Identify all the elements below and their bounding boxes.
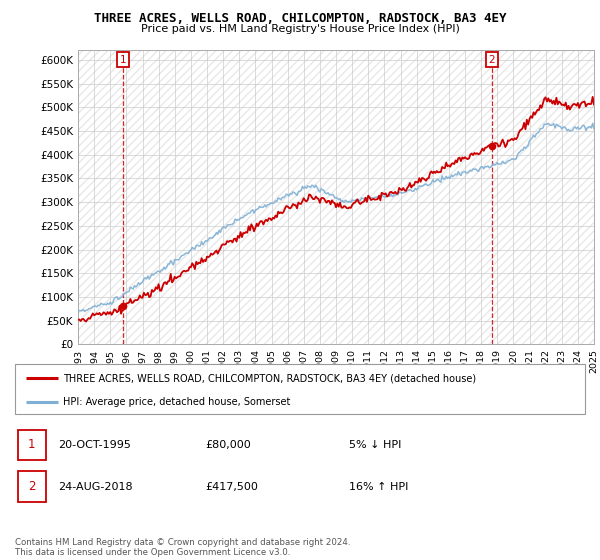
Text: HPI: Average price, detached house, Somerset: HPI: Average price, detached house, Some… [64,397,291,407]
Text: £80,000: £80,000 [205,440,251,450]
Text: £417,500: £417,500 [205,482,258,492]
Text: 2: 2 [28,480,35,493]
Text: 16% ↑ HPI: 16% ↑ HPI [349,482,409,492]
Text: 20-OCT-1995: 20-OCT-1995 [58,440,131,450]
Text: THREE ACRES, WELLS ROAD, CHILCOMPTON, RADSTOCK, BA3 4EY: THREE ACRES, WELLS ROAD, CHILCOMPTON, RA… [94,12,506,25]
Text: 5% ↓ HPI: 5% ↓ HPI [349,440,401,450]
Bar [18,430,46,460]
Text: THREE ACRES, WELLS ROAD, CHILCOMPTON, RADSTOCK, BA3 4EY (detached house): THREE ACRES, WELLS ROAD, CHILCOMPTON, RA… [64,373,476,383]
Bar [18,472,46,502]
Text: 1: 1 [28,438,35,451]
Text: 1: 1 [120,55,127,65]
Text: 24-AUG-2018: 24-AUG-2018 [58,482,133,492]
Text: Price paid vs. HM Land Registry's House Price Index (HPI): Price paid vs. HM Land Registry's House … [140,24,460,34]
Text: 2: 2 [488,55,495,65]
Text: Contains HM Land Registry data © Crown copyright and database right 2024.
This d: Contains HM Land Registry data © Crown c… [15,538,350,557]
